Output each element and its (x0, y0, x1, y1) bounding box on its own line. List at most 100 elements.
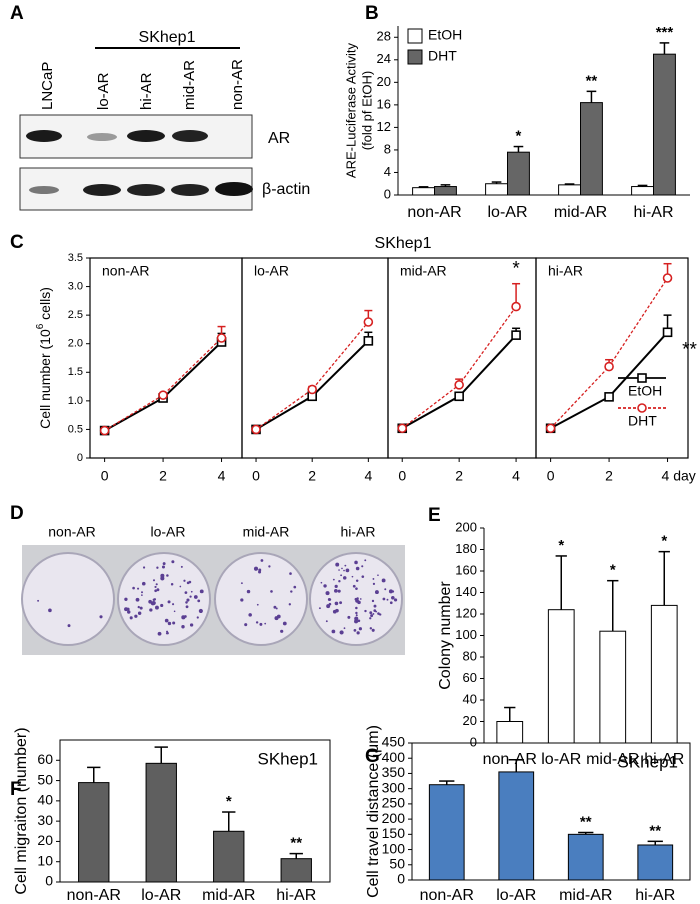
colony (339, 601, 343, 605)
colony (352, 584, 356, 588)
colony (280, 629, 284, 633)
colony (190, 590, 193, 593)
y-axis-label: ARE-Luciferase Activity (343, 42, 358, 178)
series-line (401, 306, 517, 429)
dish-label: lo-AR (150, 524, 185, 540)
y-tick-label: 0 (384, 186, 391, 201)
colony (338, 580, 341, 583)
y-tick-label: 50 (389, 855, 405, 871)
legend-label: EtOH (428, 27, 462, 43)
colony (377, 574, 379, 577)
colony (157, 631, 162, 636)
band-label: AR (268, 130, 290, 147)
subplot-frame (387, 257, 537, 459)
y-tick-label: 300 (382, 779, 406, 795)
y-tick-label: 250 (382, 795, 406, 811)
colony (386, 598, 389, 601)
x-tick-label: 2 (159, 468, 167, 484)
series-line (255, 321, 369, 430)
lane-label: mid-AR (181, 60, 198, 110)
dish-label: mid-AR (243, 524, 290, 540)
y-axis-label: Cell number (106 cells) (35, 287, 53, 429)
bar (637, 844, 674, 881)
y-tick-label: 8 (384, 141, 391, 156)
colony (290, 590, 293, 593)
colony (332, 609, 337, 614)
y-tick-label: 20 (377, 74, 391, 89)
colony (388, 589, 393, 594)
chart-title: SKhep1 (375, 235, 432, 252)
chart-title: SKhep1 (258, 749, 319, 768)
marker (511, 330, 521, 340)
y-tick-label: 50 (37, 771, 53, 787)
x-tick-label: hi-AR (276, 887, 316, 904)
legend-label: DHT (428, 48, 457, 64)
colony (372, 578, 375, 580)
colony (320, 581, 323, 584)
band-label: β-actin (262, 181, 310, 198)
marker (158, 390, 168, 400)
colony (391, 596, 395, 600)
band (29, 186, 59, 194)
x-tick-label: 4 day (662, 468, 696, 484)
colony (373, 604, 377, 608)
legend-swatch (407, 28, 423, 44)
subplot-frame (241, 257, 389, 459)
colony (244, 623, 248, 627)
colony (342, 576, 347, 580)
significance: ** (586, 72, 598, 89)
colony (170, 582, 174, 586)
bar (580, 102, 603, 196)
x-tick-label: lo-AR (496, 887, 536, 904)
panel-letter: B (365, 3, 379, 24)
colony (372, 582, 376, 585)
bar (434, 186, 457, 196)
y-tick-label: 24 (377, 51, 391, 66)
colony (253, 566, 259, 571)
colony (199, 589, 204, 594)
y-axis-label-part: 6 (35, 323, 46, 329)
band (172, 130, 208, 142)
colony (274, 616, 279, 621)
x-tick-label: mid-AR (586, 751, 639, 768)
marker (454, 380, 464, 390)
x-tick-label: 4 (512, 468, 520, 484)
colony (341, 567, 343, 570)
colony (99, 615, 103, 619)
colony (151, 600, 156, 606)
colony (171, 560, 175, 564)
colony (180, 565, 183, 568)
colony (355, 566, 360, 571)
significance: *** (656, 24, 674, 41)
colony (181, 625, 185, 629)
colony (185, 605, 189, 609)
colony (246, 589, 251, 594)
colony (134, 614, 138, 618)
x-tick-label: non-AR (67, 887, 121, 904)
colony (129, 616, 133, 620)
colony (355, 606, 358, 610)
colony (124, 597, 128, 601)
colony (258, 568, 262, 572)
significance: * (516, 128, 522, 145)
colony (155, 605, 159, 610)
y-tick-label: 16 (377, 96, 391, 111)
colony (259, 622, 263, 626)
marker (604, 361, 614, 372)
x-tick-label: lo-AR (141, 887, 181, 904)
chart-title: SKhep1 (618, 752, 679, 771)
colony (347, 615, 351, 619)
colony (240, 598, 244, 602)
panel-letter: G (365, 746, 380, 767)
colony (166, 574, 169, 577)
dish (117, 552, 211, 646)
colony (184, 591, 188, 595)
colony (189, 595, 192, 598)
colony (351, 575, 354, 578)
significance: * (661, 533, 667, 550)
colony (359, 598, 362, 600)
y-tick-label: 1.5 (68, 366, 83, 378)
colony (382, 597, 386, 601)
colony (268, 565, 271, 568)
colony (149, 608, 153, 612)
